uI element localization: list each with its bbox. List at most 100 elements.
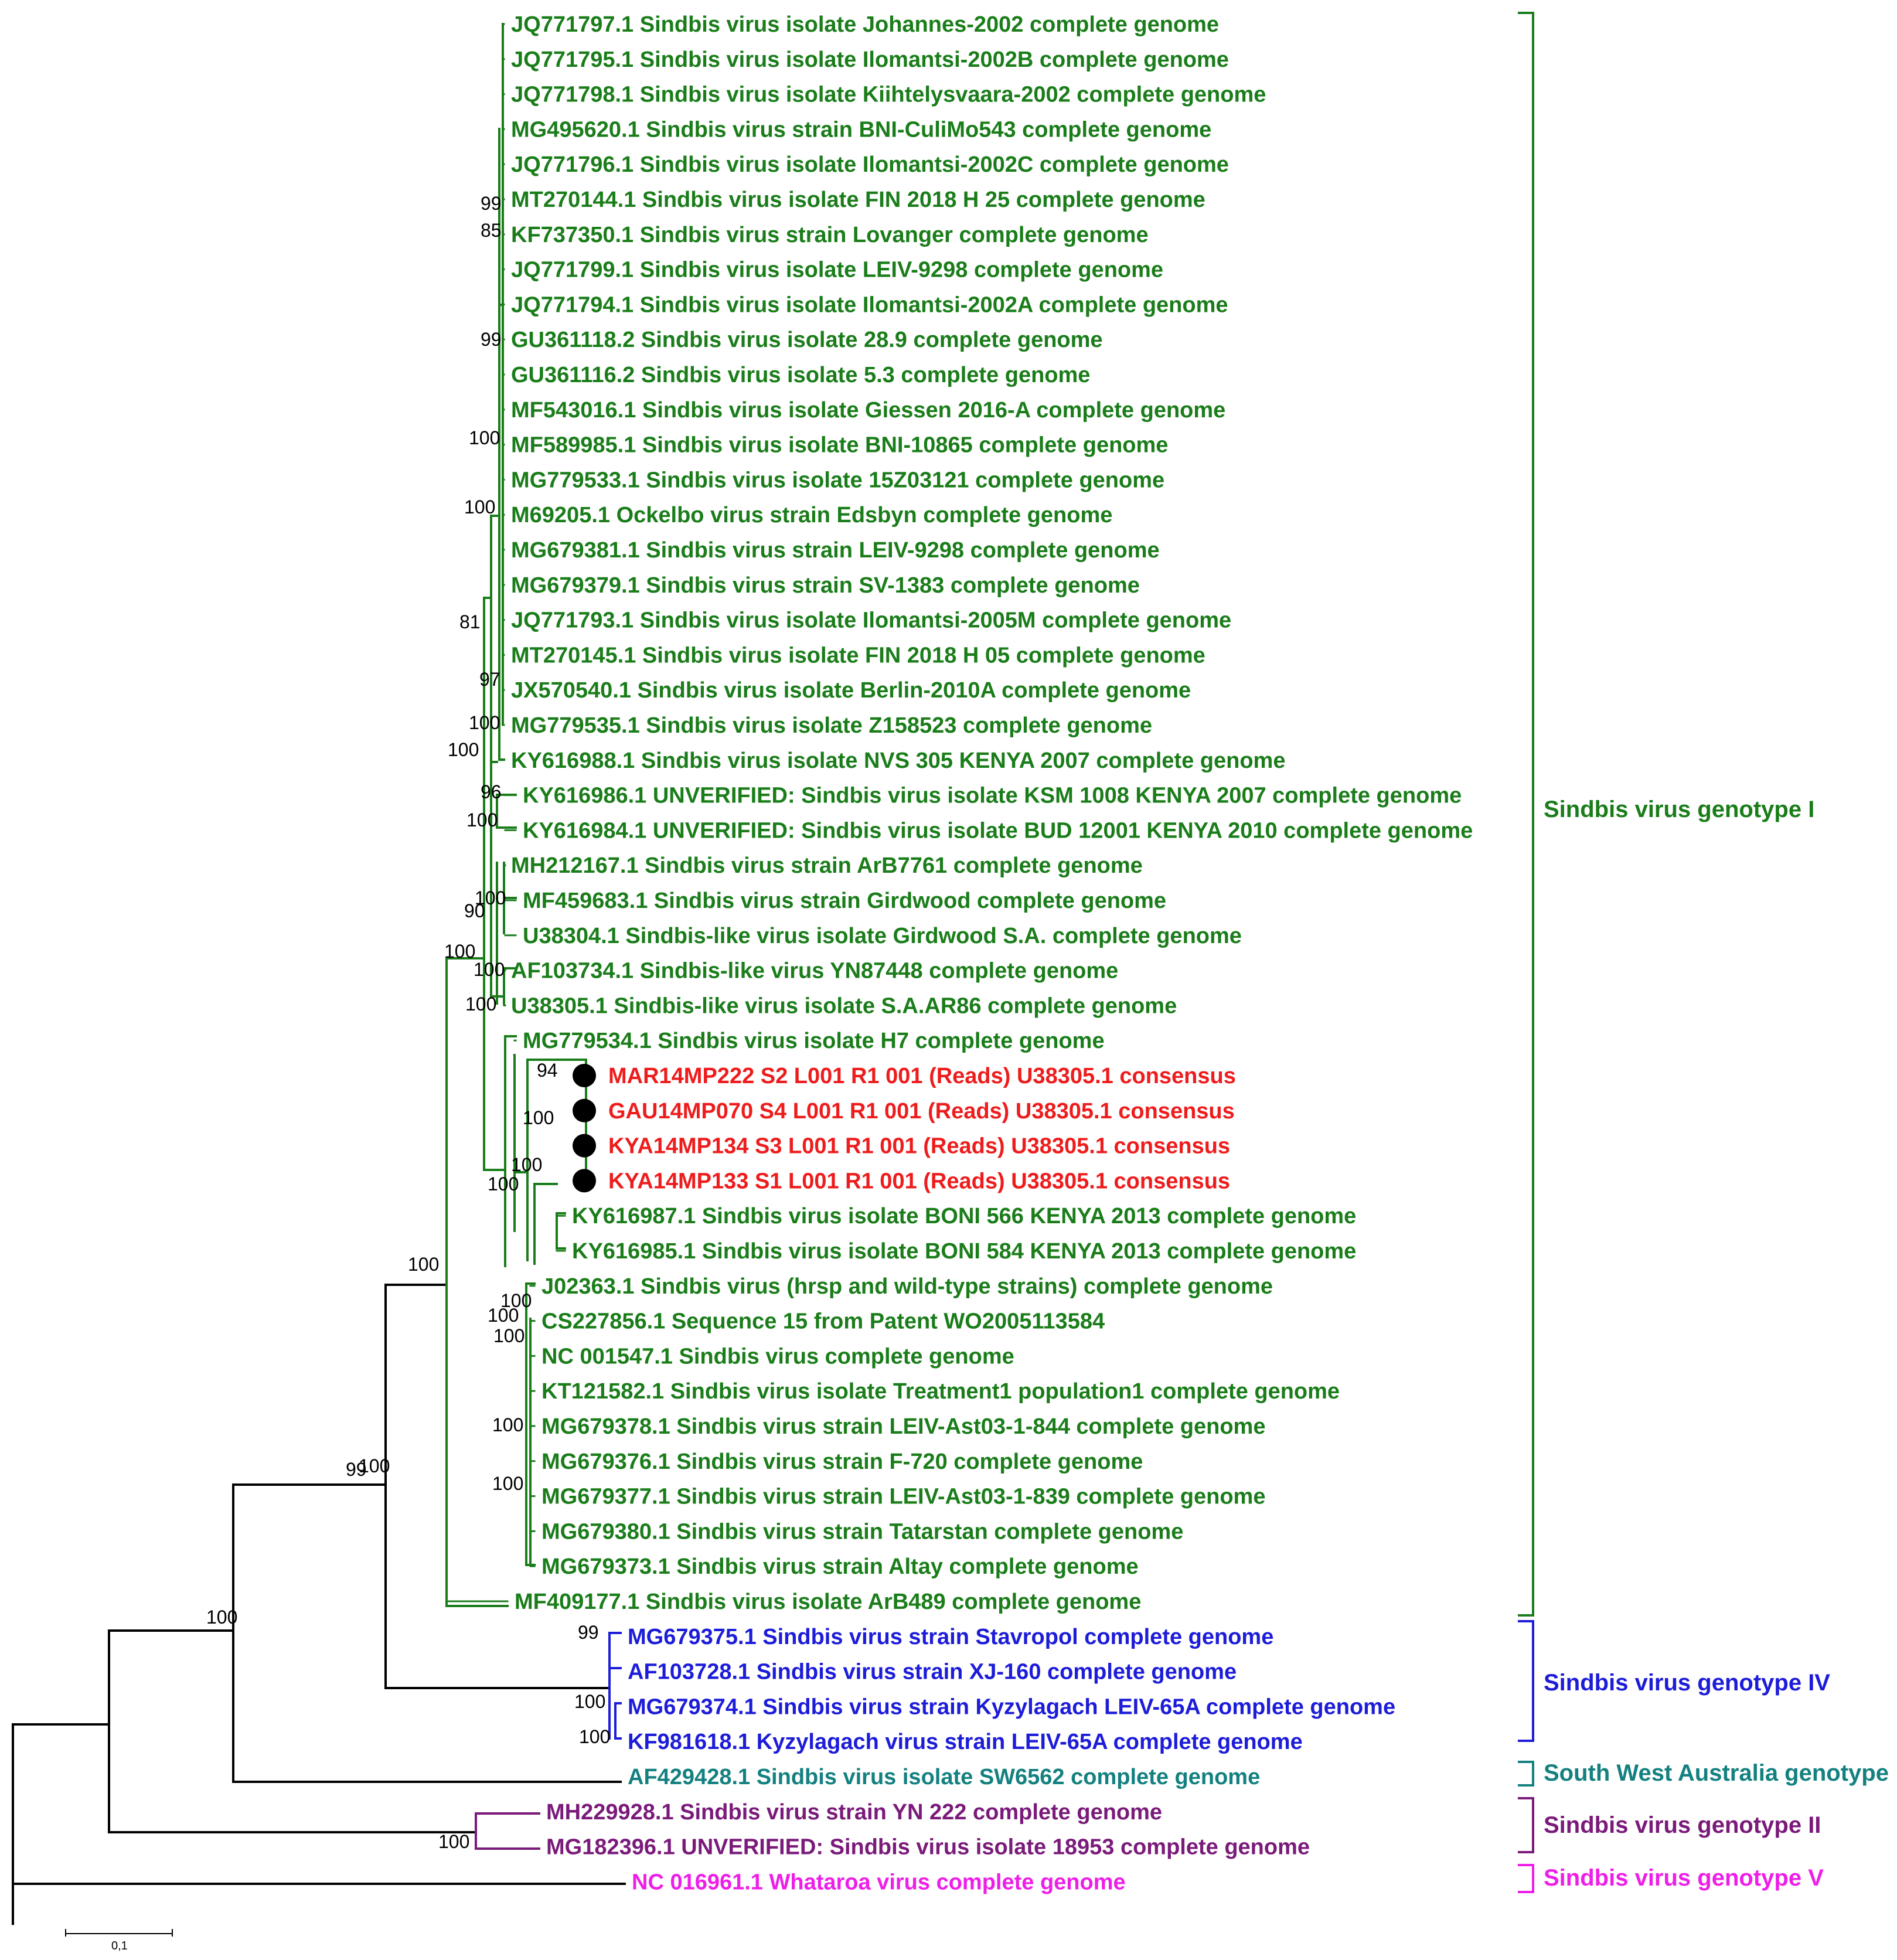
bootstrap-value: 100 <box>492 1414 523 1435</box>
leaf-label: GU361116.2 Sindbis virus isolate 5.3 com… <box>511 363 1090 387</box>
leaf-label: MF589985.1 Sindbis virus isolate BNI-108… <box>511 433 1168 458</box>
bootstrap-value: 99 <box>346 1459 367 1480</box>
leaf-label: JQ771793.1 Sindbis virus isolate Ilomant… <box>511 608 1231 633</box>
leaf-label: MG679375.1 Sindbis virus strain Stavropo… <box>628 1625 1273 1649</box>
scale-bar-label: 0,1 <box>111 1939 128 1952</box>
bootstrap-value: 100 <box>574 1691 605 1712</box>
scale-bar: 0,1 <box>65 1929 173 1952</box>
leaf-label: CS227856.1 Sequence 15 from Patent WO200… <box>541 1309 1105 1334</box>
bootstrap-values: 9985991001008197100100961001009010010010… <box>206 193 610 1852</box>
sample-markers <box>573 1064 596 1193</box>
leaf-label: JQ771796.1 Sindbis virus isolate Ilomant… <box>511 152 1229 177</box>
leaf-label: KT121582.1 Sindbis virus isolate Treatme… <box>541 1379 1340 1404</box>
leaf-label: MG779533.1 Sindbis virus isolate 15Z0312… <box>511 468 1164 492</box>
genotype-bracket <box>1518 1620 1534 1742</box>
genotype-label: Sindbis virus genotype II <box>1544 1812 1821 1838</box>
bootstrap-value: 100 <box>579 1726 610 1747</box>
leaf-label: MG679377.1 Sindbis virus strain LEIV-Ast… <box>541 1485 1265 1509</box>
leaf-label: MG679376.1 Sindbis virus strain F-720 co… <box>541 1449 1143 1474</box>
bootstrap-value: 100 <box>469 712 500 733</box>
leaf-label: MG679381.1 Sindbis virus strain LEIV-929… <box>511 538 1160 563</box>
bootstrap-value: 100 <box>475 887 506 908</box>
genotype-brackets: Sindbis virus genotype I Sindbis virus ge… <box>1518 12 1889 1893</box>
leaf-label: MH212167.1 Sindbis virus strain ArB7761 … <box>511 853 1143 878</box>
leaf-label: MG182396.1 UNVERIFIED: Sindbis virus iso… <box>546 1835 1310 1860</box>
bootstrap-value: 96 <box>481 781 502 802</box>
bootstrap-value: 100 <box>408 1254 439 1275</box>
study-sample-marker <box>573 1064 596 1087</box>
bootstrap-value: 100 <box>448 739 479 760</box>
leaf-label: MG679380.1 Sindbis virus strain Tatarsta… <box>541 1519 1183 1544</box>
leaf-label: NC 016961.1 Whataroa virus complete geno… <box>632 1870 1126 1894</box>
bootstrap-value: 100 <box>359 1455 390 1476</box>
leaf-label: MF543016.1 Sindbis virus isolate Giessen… <box>511 398 1225 423</box>
bootstrap-value: 100 <box>500 1290 532 1311</box>
leaf-label: AF429428.1 Sindbis virus isolate SW6562 … <box>628 1765 1260 1789</box>
bootstrap-value: 100 <box>511 1154 542 1175</box>
study-sample-marker <box>573 1134 596 1158</box>
leaf-label: GU361118.2 Sindbis virus isolate 28.9 co… <box>511 328 1103 352</box>
tree-branches <box>12 23 626 1925</box>
leaf-label: MT270145.1 Sindbis virus isolate FIN 201… <box>511 643 1205 668</box>
leaf-label: MAR14MP222 S2 L001 R1 001 (Reads) U38305… <box>608 1064 1236 1088</box>
leaf-label: MG495620.1 Sindbis virus strain BNI-Culi… <box>511 117 1211 142</box>
leaf-label: KYA14MP133 S1 L001 R1 001 (Reads) U38305… <box>608 1169 1230 1193</box>
leaf-label: JQ771799.1 Sindbis virus isolate LEIV-92… <box>511 258 1163 283</box>
leaf-label: MG679378.1 Sindbis virus strain LEIV-Ast… <box>541 1414 1265 1439</box>
leaf-label: KY616988.1 Sindbis virus isolate NVS 305… <box>511 748 1285 773</box>
leaf-label: KY616984.1 UNVERIFIED: Sindbis virus iso… <box>523 818 1473 843</box>
leaf-label: MG679374.1 Sindbis virus strain Kyzylaga… <box>628 1694 1395 1719</box>
bootstrap-value: 100 <box>523 1107 554 1128</box>
leaf-label: NC 001547.1 Sindbis virus complete genom… <box>541 1344 1014 1369</box>
leaf-label: GAU14MP070 S4 L001 R1 001 (Reads) U38305… <box>608 1099 1235 1124</box>
bootstrap-value: 94 <box>537 1060 558 1081</box>
bootstrap-value: 100 <box>469 427 500 448</box>
bootstrap-value: 99 <box>481 329 502 350</box>
leaf-label: J02363.1 Sindbis virus (hrsp and wild-ty… <box>541 1274 1273 1299</box>
genotype-label: Sindbis virus genotype IV <box>1544 1670 1830 1696</box>
leaf-label: KY616985.1 Sindbis virus isolate BONI 58… <box>572 1239 1356 1264</box>
bootstrap-value: 81 <box>459 611 481 632</box>
leaf-label: KF737350.1 Sindbis virus strain Lovanger… <box>511 223 1149 247</box>
leaf-label: M69205.1 Ockelbo virus strain Edsbyn com… <box>511 503 1112 528</box>
bootstrap-value: 100 <box>444 941 475 962</box>
bootstrap-value: 100 <box>438 1831 469 1852</box>
leaf-label: MT270144.1 Sindbis virus isolate FIN 201… <box>511 188 1205 212</box>
bootstrap-value: 100 <box>488 1305 519 1326</box>
study-sample-marker <box>573 1169 596 1193</box>
leaf-label: AF103728.1 Sindbis virus strain XJ-160 c… <box>628 1660 1237 1685</box>
bootstrap-value: 100 <box>488 1173 519 1195</box>
leaf-label: JX570540.1 Sindbis virus isolate Berlin-… <box>511 678 1191 703</box>
leaf-label: MG779535.1 Sindbis virus isolate Z158523… <box>511 713 1152 738</box>
bootstrap-value: 90 <box>464 900 485 921</box>
study-sample-marker <box>573 1098 596 1122</box>
leaf-label: MF409177.1 Sindbis virus isolate ArB489 … <box>515 1590 1141 1614</box>
bootstrap-value: 100 <box>492 1473 523 1494</box>
genotype-label: Sindbis virus genotype I <box>1544 797 1814 822</box>
leaf-label: MH229928.1 Sindbis virus strain YN 222 c… <box>546 1800 1162 1825</box>
genotype-bracket <box>1518 1761 1534 1787</box>
leaf-label: U38305.1 Sindbis-like virus isolate S.A.… <box>511 993 1177 1018</box>
genotype-label: Sindbis virus genotype V <box>1544 1865 1824 1891</box>
bootstrap-value: 99 <box>578 1622 599 1643</box>
bootstrap-value: 100 <box>493 1325 525 1346</box>
genotype-label: South West Australia genotype <box>1544 1760 1889 1786</box>
leaf-label: MG779534.1 Sindbis virus isolate H7 comp… <box>523 1029 1105 1053</box>
leaf-label: KYA14MP134 S3 L001 R1 001 (Reads) U38305… <box>608 1134 1230 1159</box>
leaf-label: U38304.1 Sindbis-like virus isolate Gird… <box>523 924 1242 948</box>
leaf-label: MG679373.1 Sindbis virus strain Altay co… <box>541 1554 1139 1579</box>
leaf-label: KY616987.1 Sindbis virus isolate BONI 56… <box>572 1204 1356 1229</box>
bootstrap-value: 100 <box>466 809 498 831</box>
leaf-label: KY616986.1 UNVERIFIED: Sindbis virus iso… <box>523 784 1462 808</box>
genotype-bracket <box>1518 1797 1534 1853</box>
genotype-bracket <box>1518 12 1534 1617</box>
leaf-label: KF981618.1 Kyzylagach virus strain LEIV-… <box>628 1730 1303 1754</box>
bootstrap-value: 100 <box>474 959 505 980</box>
leaf-label: JQ771795.1 Sindbis virus isolate Ilomant… <box>511 47 1229 72</box>
leaf-label: JQ771798.1 Sindbis virus isolate Kiihtel… <box>511 83 1266 107</box>
bootstrap-value: 100 <box>206 1607 237 1628</box>
bootstrap-value: 97 <box>479 669 500 690</box>
leaf-labels: JQ771797.1 Sindbis virus isolate Johanne… <box>511 12 1473 1894</box>
bootstrap-value: 100 <box>465 993 496 1015</box>
